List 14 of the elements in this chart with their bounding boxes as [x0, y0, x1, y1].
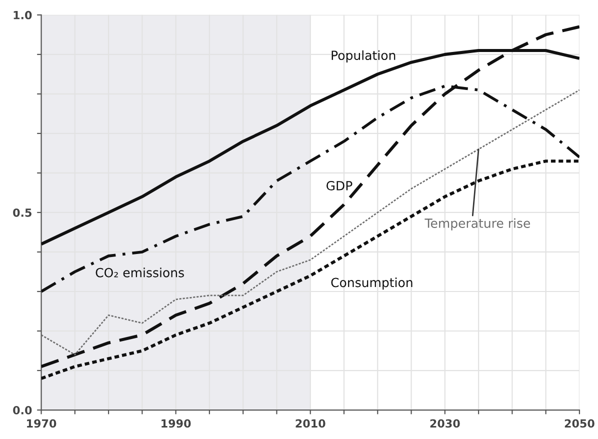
y-tick-label: 1.0 [14, 10, 32, 20]
series-label: CO₂ emissions [96, 268, 184, 278]
x-tick-label: 2030 [430, 419, 460, 428]
x-tick-label: 1970 [27, 419, 56, 428]
line-series [41, 89, 580, 356]
x-tick-label: 1990 [162, 419, 191, 428]
x-tick-label: 2050 [564, 419, 594, 428]
text: Temperature rise [424, 218, 530, 230]
series-label: Consumption [331, 278, 412, 290]
series-label: GDP [326, 180, 352, 190]
y-tick-label: 0.5 [13, 208, 32, 217]
y-tick-label: 0.0 [13, 406, 32, 414]
series-label: Population [332, 50, 396, 62]
x-tick-label: 2010 [296, 419, 326, 428]
